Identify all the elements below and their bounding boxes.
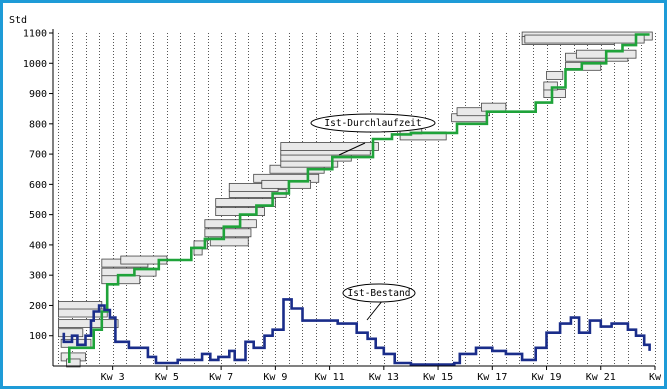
y-tick-label: 600 <box>29 180 47 191</box>
y-tick-label: 1100 <box>23 29 47 40</box>
duration-bar <box>543 89 566 98</box>
y-tick-label: 300 <box>29 271 47 282</box>
callout-durchlaufzeit-text: Ist-Durchlaufzeit <box>324 118 421 129</box>
x-tick-label: Kw 7 <box>209 372 233 383</box>
x-tick-label: Kw 15 <box>423 372 453 383</box>
series-layer <box>62 33 651 366</box>
callout-durchlaufzeit: Ist-Durchlaufzeit <box>310 113 436 156</box>
duration-bar <box>58 328 84 338</box>
x-tick-label: Kw 5 <box>155 372 179 383</box>
x-tick-label: Kw 9 <box>263 372 287 383</box>
duration-bar <box>543 81 558 91</box>
duration-bar <box>58 308 108 318</box>
duration-bar <box>58 319 119 329</box>
y-tick-label: 400 <box>29 240 47 251</box>
y-tick-label: 900 <box>29 89 47 100</box>
duration-bar <box>546 70 564 80</box>
x-tick-label: Kw 3 <box>101 372 125 383</box>
duration-bar <box>280 142 379 151</box>
y-tick-label: 500 <box>29 210 47 221</box>
axes-layer: 100 200 300 400 500 600 700 800 900 1000 1100 Kw 3 K… <box>23 29 662 384</box>
series-line-cumulative <box>68 33 650 363</box>
duration-bar <box>204 228 252 238</box>
callout-bestand-pointer <box>366 299 384 321</box>
callout-durchlaufzeit-bubble <box>310 113 436 133</box>
callout-bestand-bubble <box>342 283 416 303</box>
x-tick-label: Kw 19 <box>531 372 561 383</box>
duration-bar <box>58 301 103 310</box>
duration-bar <box>215 198 276 207</box>
callout-bestand: Ist-Bestand <box>342 283 416 321</box>
bars-layer <box>58 31 653 368</box>
duration-bar <box>66 358 81 368</box>
y-tick-label: 100 <box>29 331 47 342</box>
x-tick-label: Kw 21 <box>586 372 616 383</box>
chart-canvas: 100 200 300 400 500 600 700 800 900 1000 1100 Kw 3 K… <box>9 15 662 384</box>
y-tick-label: 700 <box>29 150 47 161</box>
y-axis-unit-label: Std <box>9 15 27 26</box>
callout-bestand-text: Ist-Bestand <box>348 288 411 299</box>
duration-bar <box>209 237 249 247</box>
y-tick-label: 1000 <box>23 59 47 70</box>
duration-bar <box>524 34 645 44</box>
y-tick-label: 800 <box>29 119 47 130</box>
series-line-inventory <box>62 298 651 366</box>
x-tick-label: Kw 11 <box>315 372 345 383</box>
x-tick-label: Kw 13 <box>369 372 399 383</box>
y-tick-label: 200 <box>29 301 47 312</box>
duration-bar <box>101 275 141 285</box>
duration-bar <box>481 102 507 112</box>
callout-durchlaufzeit-pointer <box>338 142 366 156</box>
x-tick-label: Kw <box>649 372 662 383</box>
x-tick-label: Kw 17 <box>477 372 507 383</box>
duration-bar <box>261 179 312 189</box>
